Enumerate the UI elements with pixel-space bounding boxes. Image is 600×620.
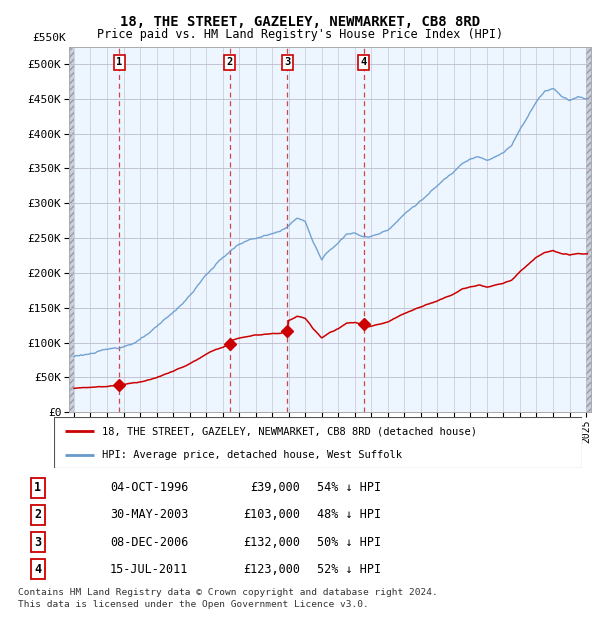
FancyBboxPatch shape — [54, 417, 582, 468]
Text: 08-DEC-2006: 08-DEC-2006 — [110, 536, 188, 549]
Text: Price paid vs. HM Land Registry's House Price Index (HPI): Price paid vs. HM Land Registry's House … — [97, 28, 503, 41]
Text: 1: 1 — [34, 481, 41, 494]
Text: Contains HM Land Registry data © Crown copyright and database right 2024.: Contains HM Land Registry data © Crown c… — [18, 588, 438, 597]
Text: £123,000: £123,000 — [243, 563, 300, 576]
Text: HPI: Average price, detached house, West Suffolk: HPI: Average price, detached house, West… — [101, 450, 401, 461]
Text: 4: 4 — [361, 58, 367, 68]
Text: 30-MAY-2003: 30-MAY-2003 — [110, 508, 188, 521]
Text: 50% ↓ HPI: 50% ↓ HPI — [317, 536, 382, 549]
Text: 4: 4 — [34, 563, 41, 576]
Text: 52% ↓ HPI: 52% ↓ HPI — [317, 563, 382, 576]
Text: 04-OCT-1996: 04-OCT-1996 — [110, 481, 188, 494]
Text: 1: 1 — [116, 58, 122, 68]
Text: 3: 3 — [34, 536, 41, 549]
Bar — [69, 46, 74, 412]
Text: 48% ↓ HPI: 48% ↓ HPI — [317, 508, 382, 521]
Text: This data is licensed under the Open Government Licence v3.0.: This data is licensed under the Open Gov… — [18, 600, 369, 609]
Text: £132,000: £132,000 — [243, 536, 300, 549]
Text: 18, THE STREET, GAZELEY, NEWMARKET, CB8 8RD (detached house): 18, THE STREET, GAZELEY, NEWMARKET, CB8 … — [101, 427, 476, 436]
Bar — [586, 46, 591, 412]
Text: £39,000: £39,000 — [250, 481, 300, 494]
Text: £550K: £550K — [32, 33, 67, 43]
Text: 54% ↓ HPI: 54% ↓ HPI — [317, 481, 382, 494]
Text: 3: 3 — [284, 58, 290, 68]
Text: 15-JUL-2011: 15-JUL-2011 — [110, 563, 188, 576]
Text: 18, THE STREET, GAZELEY, NEWMARKET, CB8 8RD: 18, THE STREET, GAZELEY, NEWMARKET, CB8 … — [120, 16, 480, 30]
Text: 2: 2 — [226, 58, 233, 68]
Text: 2: 2 — [34, 508, 41, 521]
Text: £103,000: £103,000 — [243, 508, 300, 521]
